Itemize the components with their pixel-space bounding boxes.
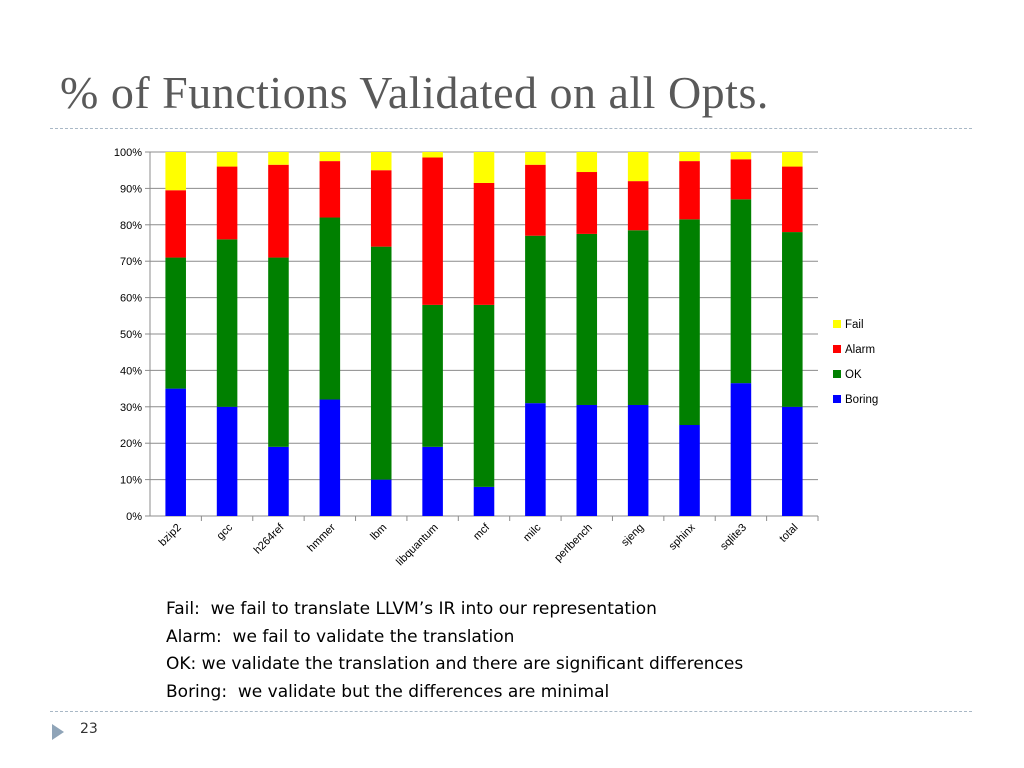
bar-fail-bzip2 — [165, 152, 186, 191]
stacked-bar-chart: 0% 10% 20% 30% 40% 50% 60% 70% 80% 90% 100% bzip2 gc… — [114, 147, 878, 569]
bar-boring-h264ref — [268, 446, 289, 516]
note-alarm: Alarm: we fail to validate the translati… — [166, 626, 515, 647]
footer-divider — [50, 711, 972, 712]
legend-label-alarm: Alarm — [845, 344, 875, 356]
bar-alarm-sjeng — [627, 181, 649, 231]
bar-alarm-total — [782, 166, 803, 233]
bar-fail-h264ref — [268, 152, 289, 165]
x-tick-label: total — [777, 522, 800, 545]
x-tick-label: lbm — [368, 522, 389, 543]
slide-title: % of Functions Validated on all Opts. — [60, 67, 769, 118]
bar-fail-perlbench — [576, 152, 598, 173]
x-tick-label: sqlite3 — [718, 522, 749, 553]
bar-ok-sjeng — [627, 230, 649, 405]
x-tick-label: mcf — [471, 521, 493, 543]
bar-fail-sphinx — [679, 152, 700, 162]
bar-boring-sjeng — [627, 404, 649, 516]
bar-ok-h264ref — [268, 257, 289, 447]
bar-ok-total — [782, 232, 803, 407]
bar-fail-hmmer — [319, 152, 341, 162]
legend-label-ok: OK — [845, 369, 862, 381]
x-tick-label: h264ref — [252, 521, 288, 557]
bar-alarm-sqlite3 — [730, 159, 752, 200]
bar-ok-milc — [525, 235, 546, 404]
bar-fail-libquantum — [422, 152, 443, 158]
note-ok: OK: we validate the translation and ther… — [166, 654, 744, 674]
y-tick-label: 100% — [114, 147, 142, 159]
x-tick-label: sphinx — [667, 521, 698, 552]
bar-alarm-bzip2 — [165, 190, 186, 258]
y-tick-label: 60% — [120, 293, 142, 305]
y-tick-label: 10% — [120, 475, 142, 487]
bar-alarm-libquantum — [422, 157, 443, 305]
bar-ok-perlbench — [576, 233, 598, 405]
bar-ok-lbm — [370, 246, 392, 480]
bar-boring-total — [782, 406, 803, 516]
x-tick-label: sjeng — [619, 522, 646, 549]
legend-notes: Fail: we fail to translate LLVM’s IR int… — [166, 596, 743, 706]
y-tick-label: 0% — [126, 511, 142, 523]
bar-fail-gcc — [216, 152, 238, 167]
y-tick-label: 40% — [120, 365, 142, 377]
bar-alarm-sphinx — [679, 161, 700, 220]
bar-ok-hmmer — [319, 217, 341, 400]
bar-alarm-milc — [525, 164, 546, 236]
x-tick-label: bzip2 — [157, 522, 184, 549]
bar-boring-hmmer — [319, 399, 341, 516]
y-tick-label: 90% — [120, 183, 142, 195]
legend-swatch-ok — [833, 370, 841, 378]
bar-boring-bzip2 — [165, 388, 186, 516]
legend-swatch-fail — [833, 320, 841, 328]
x-tick-label: libquantum — [394, 522, 441, 569]
note-fail: Fail: we fail to translate LLVM’s IR int… — [166, 599, 657, 619]
bar-boring-libquantum — [422, 446, 443, 516]
bar-alarm-h264ref — [268, 164, 289, 258]
bar-ok-libquantum — [422, 304, 443, 447]
bar-ok-mcf — [473, 304, 495, 487]
y-tick-label: 20% — [120, 438, 142, 450]
bar-ok-sphinx — [679, 219, 700, 425]
bar-fail-milc — [525, 152, 546, 165]
bar-alarm-hmmer — [319, 161, 341, 218]
bar-fail-total — [782, 152, 803, 167]
bar-alarm-mcf — [473, 182, 495, 305]
bar-fail-sjeng — [627, 152, 649, 182]
x-tick-label: hmmer — [305, 521, 338, 554]
note-boring: Boring: we validate but the differences … — [166, 681, 610, 702]
x-tick-label: gcc — [215, 521, 236, 542]
bar-ok-gcc — [216, 239, 238, 407]
y-tick-label: 30% — [120, 402, 142, 414]
bar-alarm-lbm — [370, 170, 392, 247]
bar-ok-bzip2 — [165, 257, 186, 389]
bar-boring-gcc — [216, 406, 238, 516]
y-tick-label: 50% — [120, 329, 142, 341]
legend-label-boring: Boring — [845, 394, 878, 406]
bar-ok-sqlite3 — [730, 199, 752, 384]
title-divider — [50, 128, 972, 129]
bar-boring-milc — [525, 403, 546, 516]
legend-swatch-boring — [833, 395, 841, 403]
y-tick-label: 80% — [120, 220, 142, 232]
bar-boring-perlbench — [576, 404, 598, 516]
bar-alarm-perlbench — [576, 172, 598, 234]
bar-fail-lbm — [370, 152, 392, 171]
bar-fail-sqlite3 — [730, 152, 752, 160]
bar-fail-mcf — [473, 152, 495, 183]
x-tick-label: perlbench — [552, 522, 595, 565]
x-tick-label: milc — [521, 521, 544, 544]
bar-boring-mcf — [473, 486, 495, 516]
slide-number: 23 — [80, 721, 98, 737]
legend-swatch-alarm — [833, 345, 841, 353]
bar-alarm-gcc — [216, 166, 238, 240]
bar-boring-sqlite3 — [730, 383, 752, 516]
y-tick-label: 70% — [120, 256, 142, 268]
legend-label-fail: Fail — [845, 319, 864, 331]
bullet-arrow-icon — [52, 724, 64, 740]
bar-boring-sphinx — [679, 425, 700, 516]
bar-boring-lbm — [370, 479, 392, 516]
